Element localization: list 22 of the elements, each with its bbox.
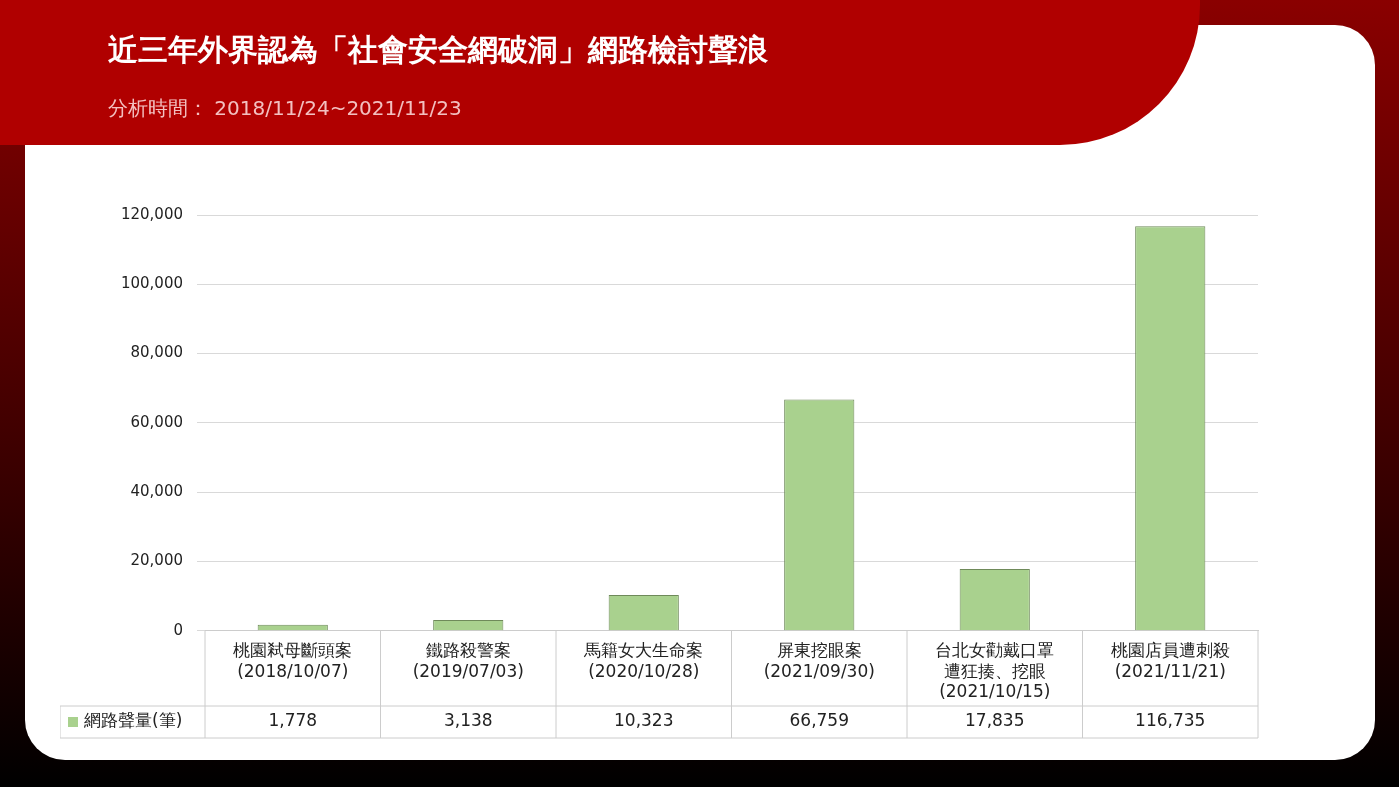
x-tick-label: 馬籍女大生命案 (2020/10/28) xyxy=(583,640,704,681)
data-label: 116,735 xyxy=(1135,710,1206,731)
x-tick-label: 桃園店員遭刺殺 (2021/11/21) xyxy=(1110,640,1230,681)
data-label: 3,138 xyxy=(443,710,493,731)
y-tick-label: 20,000 xyxy=(130,551,183,570)
y-tick-label: 100,000 xyxy=(120,274,183,293)
data-label: 10,323 xyxy=(614,710,674,731)
y-tick-label: 120,000 xyxy=(120,204,183,223)
chart-title: 近三年外界認為「社會安全網破洞」網路檢討聲浪 xyxy=(108,31,768,69)
y-tick-label: 0 xyxy=(173,620,183,639)
data-label: 66,759 xyxy=(789,710,849,731)
chart-subtitle: 分析時間： 2018/11/24~2021/11/23 xyxy=(108,95,462,122)
x-tick-label: 鐵路殺警案 (2019/07/03) xyxy=(412,640,524,681)
data-label: 17,835 xyxy=(965,710,1025,731)
x-tick-label: 屏東挖眼案 (2021/09/30) xyxy=(763,640,875,681)
y-tick-label: 80,000 xyxy=(130,343,183,362)
x-tick-label: 台北女勸戴口罩遭狂揍、挖眼 (2021/10/15) xyxy=(935,640,1055,702)
y-tick-label: 40,000 xyxy=(130,482,183,501)
x-tick-label: 桃園弒母斷頭案 (2018/10/07) xyxy=(233,640,353,681)
y-tick-label: 60,000 xyxy=(130,412,183,431)
data-label: 1,778 xyxy=(268,710,318,731)
legend-label: 網路聲量(筆) xyxy=(83,710,183,731)
